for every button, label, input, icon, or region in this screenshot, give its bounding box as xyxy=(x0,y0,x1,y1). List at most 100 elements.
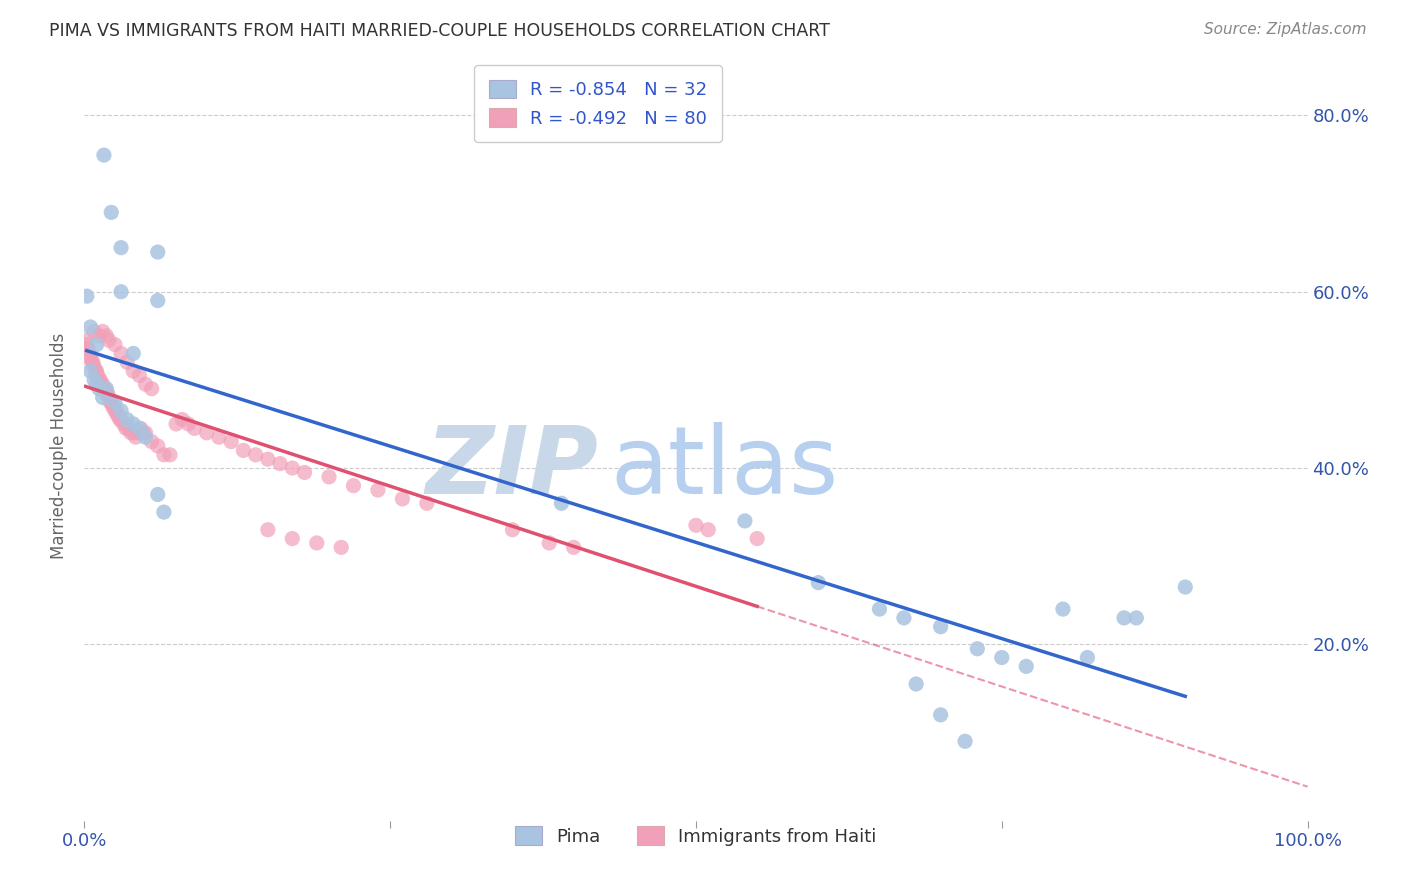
Point xyxy=(966,641,988,656)
Point xyxy=(83,359,105,374)
Legend: Pima, Immigrants from Haiti: Pima, Immigrants from Haiti xyxy=(508,819,884,853)
Point xyxy=(110,285,132,299)
Point xyxy=(87,328,110,343)
Point xyxy=(84,364,107,378)
Point xyxy=(269,457,291,471)
Point xyxy=(104,403,127,417)
Point xyxy=(77,346,100,360)
Point xyxy=(159,448,181,462)
Point xyxy=(141,434,163,449)
Point xyxy=(294,466,316,480)
Point xyxy=(87,382,110,396)
Point xyxy=(318,470,340,484)
Point xyxy=(101,400,124,414)
Point xyxy=(153,448,176,462)
Point xyxy=(98,395,121,409)
Point xyxy=(115,355,138,369)
Point xyxy=(80,355,103,369)
Point xyxy=(502,523,524,537)
Point xyxy=(104,337,127,351)
Point xyxy=(77,342,100,356)
Point xyxy=(183,421,205,435)
Point xyxy=(195,425,218,440)
Point xyxy=(219,434,242,449)
Point xyxy=(93,148,115,162)
Point xyxy=(87,368,110,383)
Point xyxy=(146,487,169,501)
Point xyxy=(129,421,152,435)
Y-axis label: Married-couple Households: Married-couple Households xyxy=(51,333,69,559)
Point xyxy=(91,377,114,392)
Point xyxy=(96,382,118,396)
Point xyxy=(1052,602,1074,616)
Point xyxy=(132,425,155,440)
Point xyxy=(208,430,231,444)
Point xyxy=(90,377,112,392)
Point xyxy=(127,425,149,440)
Point xyxy=(869,602,891,616)
Point xyxy=(89,373,111,387)
Point xyxy=(172,412,194,426)
Point xyxy=(122,346,145,360)
Point xyxy=(416,496,439,510)
Point xyxy=(330,541,353,555)
Point xyxy=(96,386,118,401)
Point xyxy=(135,425,157,440)
Point xyxy=(100,205,122,219)
Point xyxy=(115,421,138,435)
Point xyxy=(110,403,132,417)
Point xyxy=(76,289,98,303)
Point xyxy=(135,377,157,392)
Point xyxy=(685,518,707,533)
Point xyxy=(342,478,364,492)
Point xyxy=(128,421,150,435)
Point xyxy=(97,333,120,347)
Point xyxy=(146,439,169,453)
Point xyxy=(697,523,720,537)
Point xyxy=(110,412,132,426)
Point xyxy=(120,425,142,440)
Point xyxy=(991,650,1014,665)
Point xyxy=(117,421,139,435)
Point xyxy=(91,325,114,339)
Text: ZIP: ZIP xyxy=(425,423,598,515)
Point xyxy=(105,408,128,422)
Point xyxy=(97,391,120,405)
Point xyxy=(112,417,135,431)
Point xyxy=(367,483,389,497)
Point xyxy=(893,611,915,625)
Point xyxy=(1125,611,1147,625)
Point xyxy=(93,382,115,396)
Point xyxy=(135,430,157,444)
Point xyxy=(87,373,110,387)
Point xyxy=(929,620,952,634)
Point xyxy=(122,425,145,440)
Point xyxy=(122,417,145,431)
Point xyxy=(165,417,187,431)
Point xyxy=(79,351,101,365)
Point xyxy=(141,382,163,396)
Point xyxy=(115,412,138,426)
Point xyxy=(108,412,131,426)
Point xyxy=(550,496,572,510)
Point xyxy=(305,536,328,550)
Point xyxy=(76,337,98,351)
Point xyxy=(96,328,118,343)
Point xyxy=(103,400,125,414)
Point xyxy=(953,734,976,748)
Point xyxy=(125,430,148,444)
Point xyxy=(281,461,304,475)
Point xyxy=(122,364,145,378)
Point xyxy=(100,395,122,409)
Point xyxy=(86,368,108,383)
Point xyxy=(257,523,280,537)
Point xyxy=(1174,580,1197,594)
Point xyxy=(153,505,176,519)
Point xyxy=(734,514,756,528)
Point xyxy=(79,320,101,334)
Point xyxy=(562,541,585,555)
Point xyxy=(79,364,101,378)
Point xyxy=(929,707,952,722)
Point xyxy=(146,245,169,260)
Point xyxy=(75,333,97,347)
